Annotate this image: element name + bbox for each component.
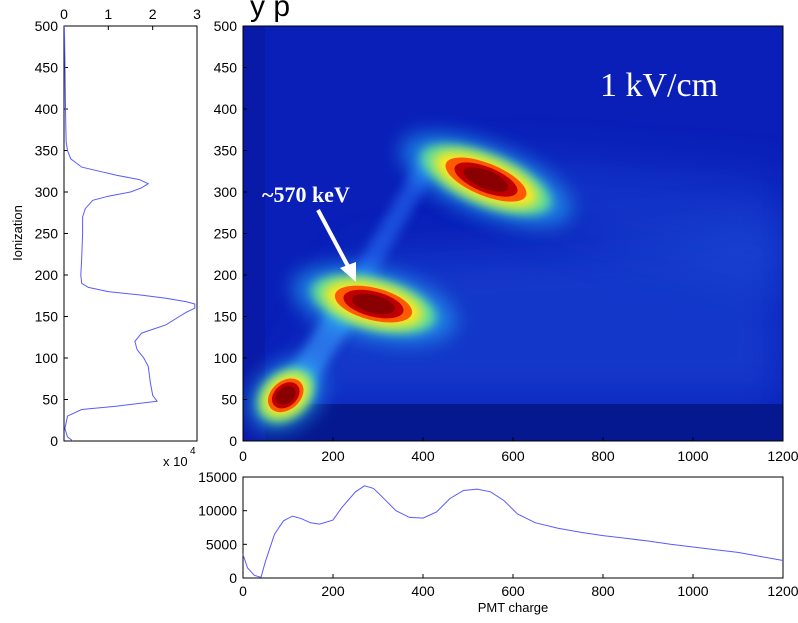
left-x-multiplier-exponent: 4 [190,446,196,457]
hm-xtick-label: 400 [411,448,435,464]
bottom-xtick-label: 800 [591,583,615,599]
left-xtick-label: 0 [60,6,68,22]
hm-ytick-label: 0 [229,433,237,449]
left-ytick-label: 300 [35,184,59,200]
hotspot-layer [352,293,395,315]
bottom-xtick-label: 1200 [767,583,798,599]
bottom-y-axis-ticks: 0 5000 10000 15000 [198,469,247,586]
left-x-multiplier: x 10 [163,454,188,469]
heatmap-plot: 0 50 100 150 200 250 300 350 400 450 500 0 200 400 60… [214,18,798,464]
hm-xtick-label: 800 [591,448,615,464]
hm-xtick-label: 200 [321,448,345,464]
left-xtick-label: 3 [193,6,201,22]
bottom-xtick-label: 0 [239,583,247,599]
hm-ytick-label: 200 [214,267,238,283]
hm-ytick-label: 500 [214,18,238,34]
hm-ytick-label: 100 [214,350,238,366]
left-ytick-label: 450 [35,60,59,76]
hm-xtick-label: 0 [239,448,247,464]
left-ytick-label: 150 [35,309,59,325]
hm-ytick-label: 450 [214,60,238,76]
bottom-x-axis-ticks: 0 200 400 600 800 1000 1200 [239,574,798,599]
heatmap-y-axis-ticks: 0 50 100 150 200 250 300 350 400 450 500 [214,18,247,449]
bottom-ytick-label: 0 [229,570,237,586]
heatmap-hotspots [248,132,572,431]
hm-ytick-label: 50 [221,392,237,408]
left-ytick-label: 100 [35,350,59,366]
left-ytick-label: 250 [35,226,59,242]
left-ytick-label: 350 [35,143,59,159]
left-ytick-label: 50 [42,392,58,408]
left-xtick-label: 1 [104,6,112,22]
field-strength-label: 1 kV/cm [600,67,718,104]
bottom-pmt-curve [242,485,784,578]
left-y-axis-label: Ionization [10,205,25,261]
annotation-arrow-head [340,262,356,282]
left-ytick-label: 500 [35,18,59,34]
heatmap-bottom-band [243,404,783,441]
heatmap-left-strip [243,26,265,441]
bottom-ytick-label: 10000 [198,503,237,519]
left-projection-plot: 0 50 100 150 200 250 300 350 400 450 500 0 1 2 3 Ioni… [10,6,201,469]
heatmap-diagonal-band-2 [351,154,439,286]
bottom-xtick-label: 400 [411,583,435,599]
left-ionization-curve [63,25,196,442]
hm-ytick-label: 350 [214,143,238,159]
left-ytick-label: 200 [35,267,59,283]
hm-ytick-label: 300 [214,184,238,200]
annotation-arrow-shaft [316,209,352,271]
bottom-x-axis-label: PMT charge [478,600,549,615]
heatmap-diffuse-triangle [275,220,783,404]
bottom-projection-plot: 0 5000 10000 15000 0 200 400 600 800 1000 1200 PM… [198,469,798,615]
hm-ytick-label: 400 [214,101,238,117]
hotspot-layer [463,167,509,192]
hm-xtick-label: 1200 [767,448,798,464]
hm-ytick-label: 250 [214,226,238,242]
hm-xtick-label: 1000 [677,448,708,464]
hm-ytick-label: 150 [214,309,238,325]
energy-annotation: ~570 keV [262,182,350,207]
left-xtick-label: 2 [149,6,157,22]
hotspot-layer [275,385,296,405]
bottom-xtick-label: 1000 [677,583,708,599]
cropped-header-text: y p [250,0,290,23]
bottom-ytick-label: 5000 [206,536,237,552]
bottom-plot-frame [242,476,784,579]
left-ytick-label: 400 [35,101,59,117]
hm-xtick-label: 600 [501,448,525,464]
bottom-xtick-label: 200 [321,583,345,599]
bottom-ytick-label: 15000 [198,469,237,485]
left-plot-frame [63,25,198,442]
bottom-xtick-label: 600 [501,583,525,599]
left-y-axis-ticks: 0 50 100 150 200 250 300 350 400 450 500 [35,18,68,449]
left-ytick-label: 0 [50,433,58,449]
heatmap-x-axis-ticks: 0 200 400 600 800 1000 1200 [239,437,798,464]
